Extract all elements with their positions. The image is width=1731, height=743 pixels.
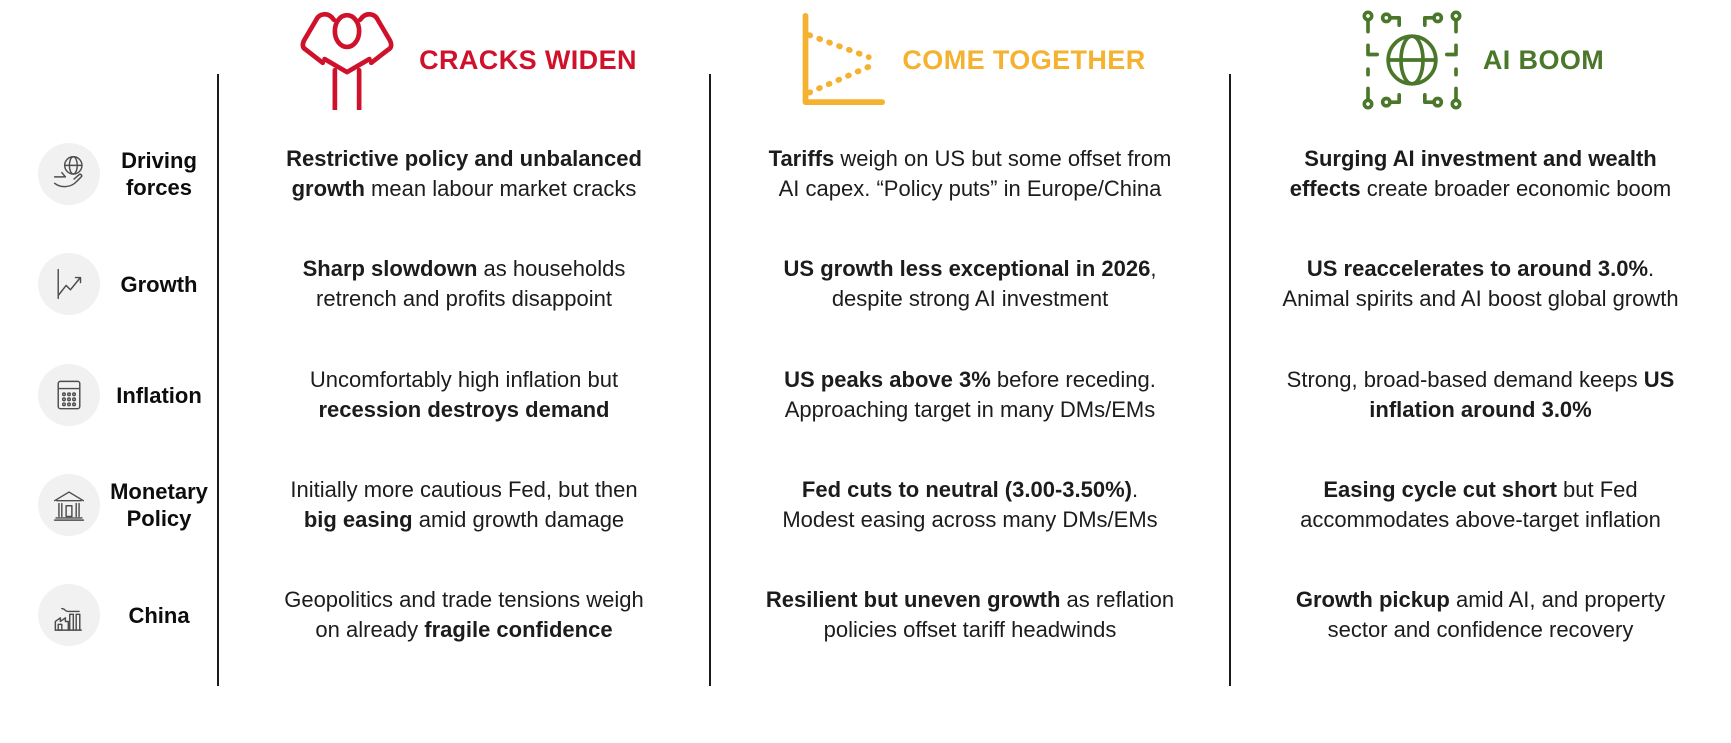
- text-line: on already fragile confidence: [315, 617, 613, 642]
- text-line: AI capex. “Policy puts” in Europe/China: [778, 176, 1162, 201]
- cell-china-come-together: Resilient but uneven growth as reflation…: [710, 560, 1230, 670]
- text-line: effects create broader economic boom: [1289, 176, 1672, 201]
- text-line: US peaks above 3% before receding.: [784, 367, 1156, 392]
- text-line: Fed cuts to neutral (3.00-3.50%).: [801, 477, 1139, 502]
- cell-monetary-policy-cracks-widen: Initially more cautious Fed, but then big…: [218, 450, 710, 560]
- text-line: Easing cycle cut short but Fed: [1323, 477, 1638, 502]
- text-line: accommodates above-target inflation: [1300, 507, 1661, 532]
- table-grid: CRACKS WIDEN COME TOGETHER: [0, 0, 1731, 670]
- cell-driving-forces-cracks-widen: Restrictive policy and unbalanced growth …: [218, 120, 710, 228]
- text-line: despite strong AI investment: [831, 286, 1109, 311]
- cell-inflation-cracks-widen: Uncomfortably high inflation but recessio…: [218, 340, 710, 450]
- cell-growth-cracks-widen: Sharp slowdown as households retrench and…: [218, 228, 710, 340]
- column-header-come-together: COME TOGETHER: [710, 0, 1230, 120]
- cell-growth-come-together: US growth less exceptional in 2026, despi…: [710, 228, 1230, 340]
- text-line: recession destroys demand: [318, 397, 610, 422]
- text-line: policies offset tariff headwinds: [823, 617, 1117, 642]
- cell-monetary-policy-come-together: Fed cuts to neutral (3.00-3.50%). Modest …: [710, 450, 1230, 560]
- text-line: Geopolitics and trade tensions weigh: [284, 587, 644, 612]
- text-line: Strong, broad-based demand keeps US: [1286, 367, 1675, 392]
- text-line: Tariffs weigh on US but some offset from: [768, 146, 1172, 171]
- text-line: Animal spirits and AI boost global growt…: [1282, 286, 1679, 311]
- column-divider-right: [1229, 74, 1231, 686]
- calculator-icon: [38, 364, 100, 426]
- row-label: China: [128, 602, 190, 628]
- row-header-driving-forces: Driving forces: [0, 120, 218, 228]
- text-line: Modest easing across many DMs/EMs: [782, 507, 1158, 532]
- text-line: US growth less exceptional in 2026,: [783, 256, 1157, 281]
- text-line: big easing amid growth damage: [303, 507, 625, 532]
- rising-line-chart-icon: [38, 253, 100, 315]
- column-title: AI BOOM: [1482, 44, 1605, 75]
- hand-holding-globe-icon: [38, 143, 100, 205]
- cell-monetary-policy-ai-boom: Easing cycle cut short but Fed accommodat…: [1230, 450, 1731, 560]
- row-label: Monetary Policy: [110, 479, 208, 531]
- converging-lines-chart-icon: [794, 11, 886, 109]
- text-line: retrench and profits disappoint: [316, 286, 612, 311]
- stressed-person-icon: [291, 10, 403, 110]
- row-header-china: China: [0, 560, 218, 670]
- text-line: Restrictive policy and unbalanced: [286, 146, 642, 171]
- text-line: inflation around 3.0%: [1369, 397, 1592, 422]
- bank-building-icon: [38, 474, 100, 536]
- cell-china-ai-boom: Growth pickup amid AI, and property secto…: [1230, 560, 1731, 670]
- column-header-ai-boom: AI BOOM: [1230, 0, 1731, 120]
- text-line: growth mean labour market cracks: [291, 176, 637, 201]
- column-divider-left: [217, 74, 219, 686]
- row-header-monetary-policy: Monetary Policy: [0, 450, 218, 560]
- text-line: Uncomfortably high inflation but: [309, 367, 619, 392]
- cell-driving-forces-come-together: Tariffs weigh on US but some offset from…: [710, 120, 1230, 228]
- text-line: Resilient but uneven growth as reflation: [765, 587, 1175, 612]
- text-line: Initially more cautious Fed, but then: [290, 477, 638, 502]
- factory-icon: [38, 584, 100, 646]
- text-line: Surging AI investment and wealth: [1304, 146, 1657, 171]
- circuit-globe-icon: [1357, 5, 1467, 115]
- column-divider-middle: [709, 74, 711, 686]
- cell-inflation-come-together: US peaks above 3% before receding. Approa…: [710, 340, 1230, 450]
- corner-spacer: [0, 0, 218, 120]
- column-title: CRACKS WIDEN: [419, 44, 637, 75]
- cell-china-cracks-widen: Geopolitics and trade tensions weigh on a…: [218, 560, 710, 670]
- row-header-inflation: Inflation: [0, 340, 218, 450]
- cell-driving-forces-ai-boom: Surging AI investment and wealth effects …: [1230, 120, 1731, 228]
- row-label: Growth: [120, 271, 198, 297]
- column-title: COME TOGETHER: [902, 44, 1146, 75]
- column-header-cracks-widen: CRACKS WIDEN: [218, 0, 710, 120]
- cell-inflation-ai-boom: Strong, broad-based demand keeps US infla…: [1230, 340, 1731, 450]
- text-line: Growth pickup amid AI, and property: [1295, 587, 1666, 612]
- text-line: US reaccelerates to around 3.0%.: [1306, 256, 1655, 281]
- row-label: Driving forces: [121, 148, 197, 200]
- row-header-growth: Growth: [0, 228, 218, 340]
- cell-growth-ai-boom: US reaccelerates to around 3.0%. Animal s…: [1230, 228, 1731, 340]
- text-line: Approaching target in many DMs/EMs: [784, 397, 1156, 422]
- text-line: Sharp slowdown as households: [302, 256, 626, 281]
- row-label: Inflation: [116, 382, 202, 408]
- text-line: sector and confidence recovery: [1327, 617, 1634, 642]
